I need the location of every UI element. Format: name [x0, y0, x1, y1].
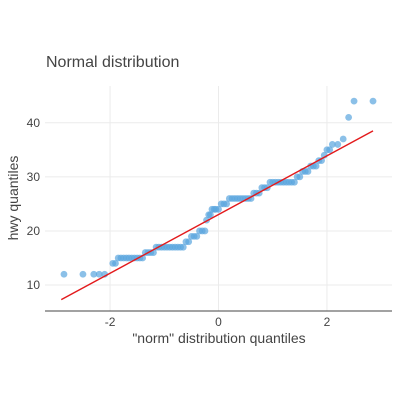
x-tick-label: -2 — [105, 315, 116, 329]
data-point — [339, 135, 347, 143]
data-point — [369, 97, 377, 105]
data-point — [90, 270, 98, 278]
chart-title: Normal distribution — [46, 54, 179, 71]
data-point — [201, 227, 209, 235]
x-axis-label: "norm" distribution quantiles — [132, 330, 305, 346]
y-tick-label: 10 — [27, 278, 41, 292]
data-point — [60, 270, 68, 278]
data-point — [206, 211, 214, 219]
data-point — [326, 146, 334, 154]
reference-line — [60, 130, 374, 301]
data-point — [223, 200, 231, 208]
data-point — [312, 162, 320, 170]
data-point — [185, 238, 193, 246]
data-point — [79, 270, 87, 278]
data-point — [112, 260, 119, 267]
y-tick-label: 30 — [27, 170, 41, 184]
x-tick-label: 0 — [215, 315, 222, 329]
data-point — [304, 168, 312, 175]
data-point — [179, 243, 187, 251]
y-tick-label: 20 — [27, 224, 41, 238]
data-point — [291, 178, 298, 186]
x-tick-label: 2 — [324, 315, 331, 329]
data-point — [328, 141, 336, 148]
data-point — [296, 173, 304, 181]
data-point — [193, 232, 201, 240]
normal-reference-line — [60, 130, 374, 301]
y-tick-label: 40 — [27, 116, 41, 130]
tick-labels: -2 0 2 10 20 30 40 — [27, 116, 331, 329]
y-axis-label: hwy quantiles — [5, 156, 21, 241]
data-point — [345, 113, 353, 121]
data-point — [334, 141, 342, 148]
data-point — [95, 270, 103, 278]
data-point — [350, 97, 358, 105]
grid — [45, 86, 392, 311]
data-point — [215, 205, 222, 213]
